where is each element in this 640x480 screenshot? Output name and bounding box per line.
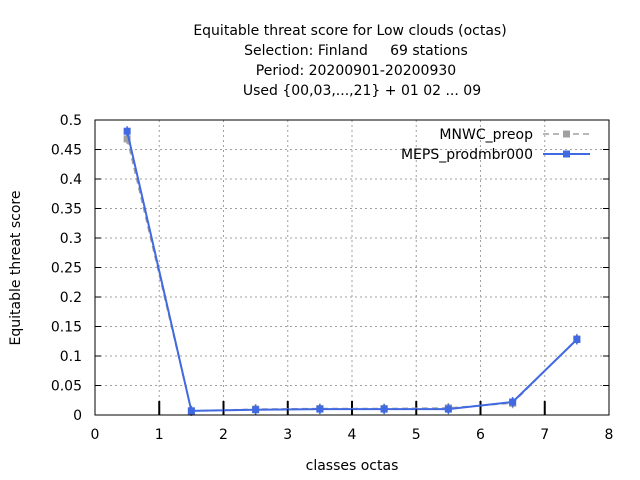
y-tick-label: 0.25 (51, 261, 82, 277)
x-tick-label: 2 (219, 427, 228, 443)
title-line-1: Equitable threat score for Low clouds (o… (193, 23, 506, 39)
y-tick-label: 0.15 (51, 320, 82, 336)
legend-label: MEPS_prodmbr000 (401, 147, 533, 163)
x-tick-label: 3 (283, 427, 292, 443)
chart-title: Equitable threat score for Low clouds (o… (193, 23, 506, 99)
y-tick-label: 0.3 (60, 231, 82, 247)
legend: MNWC_preop MEPS_prodmbr000 (401, 127, 590, 163)
x-tick-label: 1 (155, 427, 164, 443)
x-tick-label: 7 (540, 427, 549, 443)
y-tick-label: 0.05 (51, 379, 82, 395)
grid (95, 120, 609, 415)
y-axis-label: Equitable threat score (8, 191, 24, 346)
y-tick-label: 0.45 (51, 143, 82, 159)
legend-label: MNWC_preop (439, 127, 533, 143)
legend-marker (563, 150, 570, 158)
x-tick-label: 4 (348, 427, 357, 443)
x-axis-ticks: 0 1 2 3 4 5 6 7 8 (91, 409, 614, 443)
y-tick-label: 0.2 (60, 290, 82, 306)
y-tick-label: 0.35 (51, 202, 82, 218)
title-line-4: Used {00,03,...,21} + 01 02 ... 09 (243, 83, 481, 99)
x-tick-label: 6 (476, 427, 485, 443)
x-tick-label: 0 (91, 427, 100, 443)
y-tick-label: 0.1 (60, 349, 82, 365)
x-tick-label: 5 (412, 427, 421, 443)
y-tick-label: 0 (73, 408, 82, 424)
title-line-2: Selection: Finland 69 stations (244, 43, 468, 59)
y-axis-ticks: 0 0.05 0.1 0.15 0.2 0.25 0.3 0.35 0.4 0.45 0.5 (51, 113, 609, 424)
y-tick-label: 0.4 (60, 172, 82, 188)
legend-marker (563, 130, 570, 138)
title-line-3: Period: 20200901-20200930 (256, 63, 456, 79)
x-tick-label: 8 (605, 427, 614, 443)
y-tick-label: 0.5 (60, 113, 82, 129)
x-axis-label: classes octas (306, 458, 399, 474)
